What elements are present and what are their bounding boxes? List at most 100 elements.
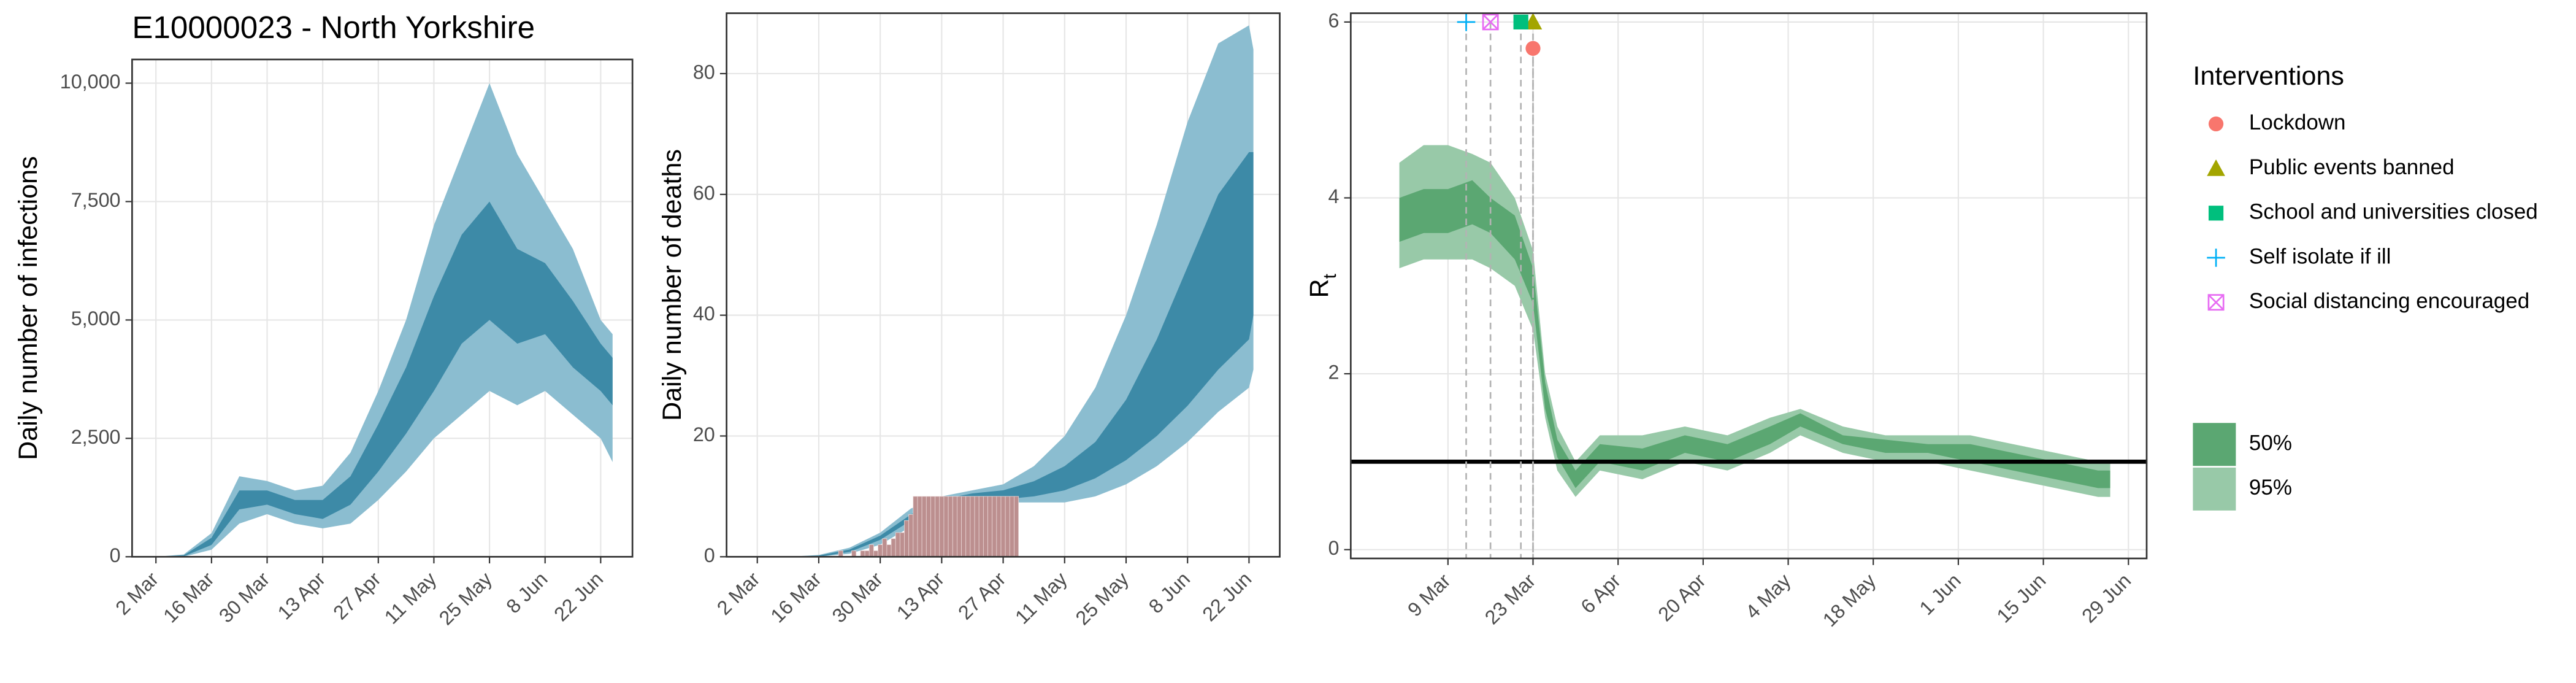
x-tick-label: 8 Jun — [502, 568, 551, 617]
x-tick-label: 30 Mar — [215, 568, 274, 627]
bar — [952, 496, 957, 557]
bar — [913, 496, 918, 557]
ribbon — [1399, 180, 2110, 488]
x-tick-label: 15 Jun — [1993, 569, 2050, 627]
x-tick-label: 23 Mar — [1481, 569, 1540, 629]
y-tick-label: 4 — [1328, 185, 1339, 207]
x-tick-label: 20 Apr — [1654, 569, 1710, 626]
bar — [908, 514, 914, 557]
marker-stroke — [2208, 294, 2225, 311]
legend-label: Social distancing encouraged — [2249, 289, 2529, 313]
bar — [904, 520, 910, 557]
plot-frame — [726, 12, 1281, 558]
y-tick-label: 6 — [1328, 9, 1339, 31]
legend-label: Public events banned — [2249, 155, 2455, 179]
x-tick-label: 25 May — [1071, 568, 1133, 630]
x-tick-label: 16 Mar — [766, 568, 826, 627]
x-tick-label: 16 Mar — [159, 568, 218, 627]
legend-title: Interventions — [2193, 61, 2344, 91]
bar — [1000, 496, 1006, 557]
y-tick-label: 0 — [704, 544, 715, 566]
bar — [965, 496, 971, 557]
legend-label: Self isolate if ill — [2249, 244, 2391, 268]
intervention-marker — [1482, 14, 1499, 31]
bar — [886, 544, 892, 557]
bar — [1009, 496, 1014, 557]
y-axis-title-sub: t — [1320, 273, 1340, 279]
bar — [943, 496, 949, 557]
y-tick-label: 0 — [1328, 537, 1339, 559]
x-tick-label: 11 May — [380, 568, 441, 628]
y-tick-label: 0 — [110, 544, 121, 566]
x-tick-label: 13 Apr — [274, 568, 330, 624]
x-tick-label: 22 Jun — [550, 568, 607, 625]
y-tick-label: 2 — [1328, 361, 1339, 384]
y-tick-label: 2,500 — [71, 426, 121, 448]
y-tick-label: 80 — [693, 61, 715, 83]
x-tick-label: 18 May — [1819, 569, 1880, 631]
bar — [1014, 496, 1019, 557]
bar — [873, 550, 878, 557]
bar — [882, 538, 887, 557]
marker-stroke — [2207, 294, 2225, 311]
ribbon — [156, 83, 613, 557]
marker-stroke — [1482, 14, 1499, 30]
intervention-marker — [1524, 13, 1543, 29]
bar — [948, 496, 953, 557]
intervention-marker — [2208, 116, 2224, 132]
legend-label: Lockdown — [2249, 110, 2346, 134]
bar — [851, 550, 857, 557]
legend-label: 50% — [2249, 431, 2292, 455]
y-tick-label: 20 — [693, 423, 715, 446]
y-tick-label: 10,000 — [60, 71, 121, 93]
chart-title: E10000023 - North Yorkshire — [132, 10, 535, 45]
legend-swatch — [2193, 423, 2236, 466]
bar — [983, 496, 988, 557]
plot-frame — [131, 58, 634, 558]
intervention-marker — [1513, 14, 1528, 29]
legend-swatch — [2193, 467, 2236, 511]
y-tick-label: 60 — [693, 182, 715, 204]
bar — [961, 496, 967, 557]
y-tick-label: 5,000 — [71, 307, 121, 330]
bar — [926, 496, 931, 557]
x-tick-label: 27 Apr — [329, 568, 385, 624]
bar — [917, 496, 922, 557]
intervention-marker — [2208, 206, 2224, 221]
x-tick-label: 2 Mar — [713, 568, 764, 619]
x-tick-label: 11 May — [1011, 568, 1071, 628]
y-tick-label: 40 — [693, 303, 715, 325]
x-tick-label: 30 Mar — [828, 568, 887, 627]
x-tick-label: 8 Jun — [1144, 568, 1194, 617]
legend-label: 95% — [2249, 476, 2292, 500]
intervention-marker — [1525, 41, 1541, 56]
bar — [899, 532, 905, 557]
bar — [930, 496, 936, 557]
bar — [939, 496, 945, 557]
x-tick-label: 9 Mar — [1403, 569, 1455, 621]
bar — [970, 496, 975, 557]
bar — [935, 496, 940, 557]
x-tick-label: 2 Mar — [111, 568, 163, 619]
x-tick-label: 25 May — [435, 568, 497, 630]
bar — [1005, 496, 1010, 557]
bar — [860, 550, 865, 557]
x-tick-label: 6 Apr — [1576, 569, 1625, 618]
x-tick-label: 4 May — [1741, 569, 1795, 623]
y-axis-title: Daily number of infections — [13, 156, 43, 460]
y-tick-label: 7,500 — [71, 189, 121, 211]
x-tick-label: 22 Jun — [1198, 568, 1255, 625]
bar — [891, 538, 896, 557]
bar — [974, 496, 979, 557]
bar — [878, 544, 883, 557]
bar — [921, 496, 927, 557]
intervention-marker — [2207, 159, 2225, 176]
bar — [864, 550, 870, 557]
intervention-marker — [1457, 13, 1476, 31]
bar — [868, 544, 874, 557]
intervention-marker — [2207, 249, 2225, 267]
bar — [957, 496, 962, 557]
bar — [996, 496, 1002, 557]
legend-label: School and universities closed — [2249, 200, 2538, 224]
